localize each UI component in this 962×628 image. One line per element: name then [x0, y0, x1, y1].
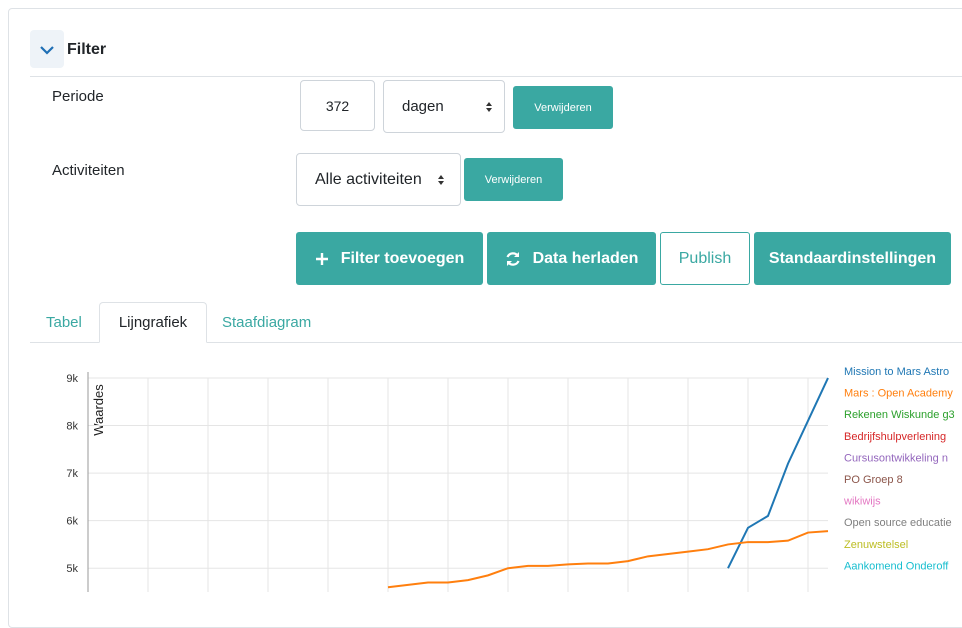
y-tick-label: 9k — [66, 373, 78, 385]
tab[interactable]: Tabel — [46, 314, 82, 331]
series-line — [387, 530, 829, 589]
periode-select[interactable]: dagen — [383, 80, 505, 133]
defaults-button[interactable]: Standaardinstellingen — [754, 232, 951, 285]
select-arrow — [486, 102, 492, 112]
periode-input[interactable]: 372 — [300, 80, 375, 131]
y-tick-label: 6k — [66, 516, 78, 528]
remove-button[interactable]: Verwijderen — [464, 158, 563, 201]
y-tick-label: 5k — [66, 563, 78, 575]
tab-active[interactable]: Lijngrafiek — [99, 302, 207, 343]
y-tick-label: 7k — [66, 468, 78, 480]
tab-line — [30, 342, 962, 343]
line-chart: Waardes 5k 6k 7k 8k 9k Mission to Mars Astro M… — [66, 366, 955, 592]
page: Filter Periode 372 dagen Verwijderen Act… — [8, 8, 962, 628]
add-filter-button[interactable]: Filter toevoegen — [296, 232, 483, 285]
select-arrow — [438, 175, 444, 185]
collapse-toggle[interactable] — [30, 30, 64, 68]
legend-entry: wikiwijs — [843, 496, 881, 508]
periode-label: Periode — [52, 88, 104, 105]
plot: 5k 6k 7k 8k 9k Mission to Mars Astro Mars : Op… — [66, 366, 955, 592]
button-text: Data herladen — [532, 249, 639, 267]
button-text: Filter toevoegen — [340, 249, 465, 267]
chevron-icon — [40, 46, 54, 55]
legend-entry: Mars : Open Academy — [844, 388, 953, 400]
remove-button[interactable]: Verwijderen — [513, 86, 613, 129]
publish-button[interactable]: Publish — [660, 232, 750, 285]
legend-entry: Zenuwstelsel — [844, 539, 908, 551]
divider — [30, 76, 962, 77]
activiteiten-select[interactable]: Alle activiteiten — [296, 153, 461, 206]
tab[interactable]: Staafdiagram — [222, 314, 312, 331]
filter-title: Filter — [67, 41, 107, 58]
y-tick-label: 8k — [66, 421, 78, 433]
legend-entry: Mission to Mars Astro — [844, 366, 949, 378]
legend-entry: Bedrijfshulpverlening — [844, 431, 946, 443]
legend-entry: Aankomend Onderoff — [844, 560, 949, 572]
activiteiten-label: Activiteiten — [52, 162, 125, 179]
plus-icon — [315, 252, 328, 265]
legend-entry: Rekenen Wiskunde g3 — [844, 409, 955, 421]
button-text: Standaardinstellingen — [768, 249, 937, 267]
legend-entry: Cursusontwikkeling n — [844, 452, 948, 464]
refresh-icon — [506, 251, 520, 266]
legend-entry: PO Groep 8 — [844, 474, 903, 486]
select-text: dagen — [402, 98, 444, 115]
y-axis-label: Waardes — [91, 384, 106, 436]
select-text: Alle activiteiten — [315, 170, 422, 188]
legend-entry: Open source educatie — [844, 517, 952, 529]
reload-button[interactable]: Data herladen — [487, 232, 656, 285]
series-line — [727, 377, 829, 569]
